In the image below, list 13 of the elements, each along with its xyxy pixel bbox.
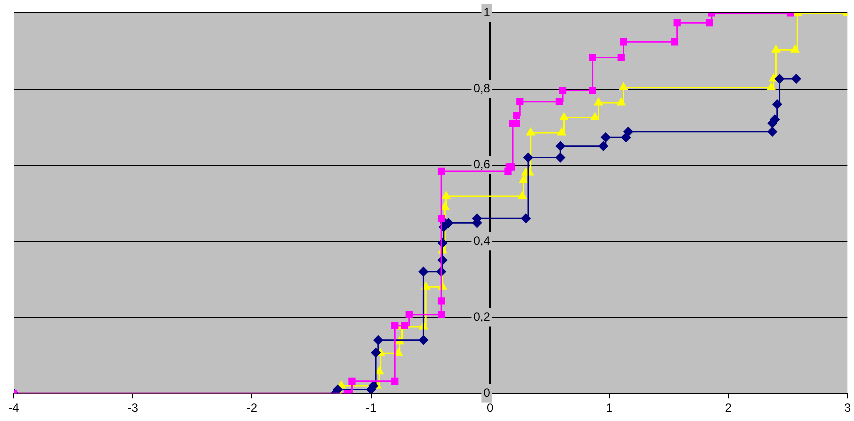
x-tick-label: -1 bbox=[366, 401, 377, 416]
y-tick-label: 0 bbox=[484, 386, 491, 400]
y-tick-label: 0,8 bbox=[474, 82, 491, 96]
y-tick-label: 0,4 bbox=[474, 234, 491, 248]
x-tick-label: 3 bbox=[844, 401, 852, 416]
x-tick-label: 1 bbox=[606, 401, 614, 416]
x-tick-label: 2 bbox=[725, 401, 732, 416]
y-tick-label: 1 bbox=[484, 6, 491, 20]
x-tick-label: -2 bbox=[246, 401, 258, 416]
x-tick-label: -3 bbox=[128, 401, 139, 416]
y-tick-label: 0,2 bbox=[474, 310, 491, 324]
y-tick-label: 0,6 bbox=[474, 158, 491, 172]
x-tick-label: -4 bbox=[8, 401, 20, 416]
